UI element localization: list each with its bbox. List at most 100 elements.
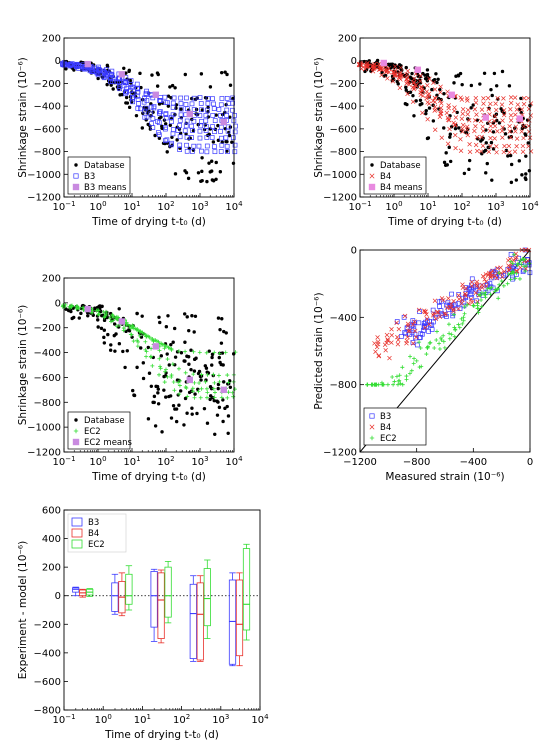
data-point [210,352,215,357]
legend-label: B3 [88,518,99,528]
data-point [483,272,489,277]
data-point [460,129,465,134]
data-point [212,144,217,150]
y-tick-label: −1200 [323,193,357,204]
data-point [455,110,459,115]
data-point [179,107,183,111]
data-point [86,314,90,318]
data-point [412,356,417,361]
data-point [74,163,78,167]
data-point [178,101,184,106]
legend-label: B3 means [84,183,127,193]
legend-label: Database [84,161,125,171]
data-point [123,91,128,97]
data-point [500,125,505,130]
data-point [495,265,500,271]
data-point [170,105,176,110]
data-point [193,392,197,396]
data-point [394,320,399,326]
data-point [474,279,480,285]
x-tick-label: 103 [191,455,208,468]
y-tick-label: −600 [34,124,61,135]
data-point [108,316,113,321]
data-point [410,85,416,90]
data-point [166,314,170,318]
data-point [225,124,231,130]
data-point [148,127,153,131]
data-point [452,122,458,128]
data-point [225,373,230,378]
data-point [506,154,510,158]
data-point [446,296,451,301]
data-point [175,378,180,382]
data-point [74,418,78,422]
data-point [178,112,184,118]
data-point [385,382,390,387]
data-point [434,329,439,334]
data-point [224,331,228,335]
data-point [177,392,182,397]
mean-marker [380,59,387,67]
data-point [200,178,204,183]
data-point [179,351,184,355]
x-axis-label: Time of drying t-t₀ (d) [387,216,502,228]
y-tick-label: −800 [330,147,357,158]
data-point [205,370,209,374]
data-point [219,135,224,141]
data-point [448,132,453,136]
data-point [105,82,109,87]
data-point [199,148,204,154]
box [189,583,197,659]
data-point [524,172,528,176]
data-point [139,85,143,90]
data-point [73,64,79,70]
data-point [112,322,117,326]
plot-frame [359,37,531,198]
data-point [506,143,512,149]
data-point [159,354,164,358]
data-point [494,84,499,88]
data-point [90,310,95,315]
data-point [411,361,416,366]
data-point [442,312,448,317]
data-point [522,257,527,262]
data-point [501,273,506,278]
y-tick-label: 0 [55,56,61,67]
data-point [162,380,167,385]
data-point [125,349,129,353]
data-point [437,341,442,346]
y-tick-label: −1000 [27,170,61,181]
data-point [419,87,425,93]
data-point [519,96,523,101]
data-point [143,105,149,111]
data-point [362,66,368,72]
y-tick-label: 600 [42,506,61,517]
data-point [511,271,516,276]
data-point [465,111,470,117]
mean-marker [118,71,125,78]
data-point [144,354,149,359]
data-point [458,95,463,100]
data-point [212,129,217,135]
data-point [527,261,532,266]
data-point [389,340,394,345]
data-point [173,355,178,359]
data-point [369,435,375,441]
data-point [233,123,238,129]
data-point [205,101,211,106]
data-point [117,341,122,346]
data-point [421,308,427,313]
data-point [96,318,100,322]
data-point [411,93,415,98]
data-point [225,149,229,153]
data-point [74,306,79,311]
data-point [192,395,197,400]
data-point [404,88,408,92]
data-point [130,84,135,90]
mean-marker [152,91,159,98]
data-point [517,159,522,163]
data-point [488,275,494,281]
data-point [404,374,409,379]
data-point [205,372,210,377]
data-point [151,400,155,405]
